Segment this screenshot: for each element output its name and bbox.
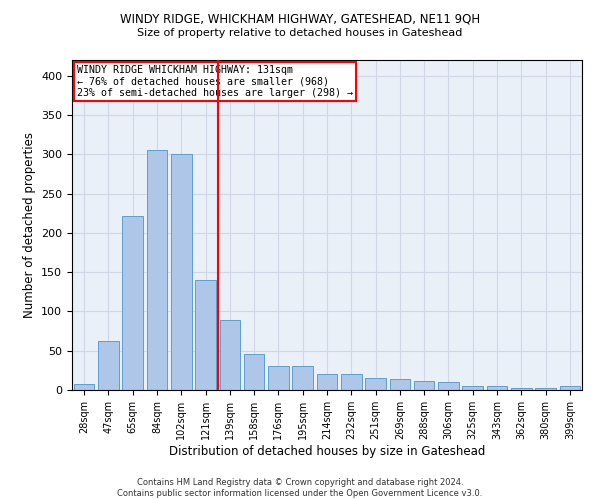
Bar: [292, 366, 313, 390]
Bar: [341, 374, 362, 390]
Y-axis label: Number of detached properties: Number of detached properties: [23, 132, 35, 318]
Bar: [268, 366, 289, 390]
Bar: [365, 378, 386, 390]
Bar: [560, 386, 580, 390]
Text: Contains HM Land Registry data © Crown copyright and database right 2024.
Contai: Contains HM Land Registry data © Crown c…: [118, 478, 482, 498]
Text: WINDY RIDGE, WHICKHAM HIGHWAY, GATESHEAD, NE11 9QH: WINDY RIDGE, WHICKHAM HIGHWAY, GATESHEAD…: [120, 12, 480, 26]
Bar: [74, 384, 94, 390]
Bar: [244, 354, 265, 390]
Bar: [414, 382, 434, 390]
Bar: [511, 388, 532, 390]
Bar: [487, 386, 508, 390]
Bar: [98, 340, 119, 390]
Bar: [171, 154, 191, 390]
Bar: [438, 382, 459, 390]
Text: WINDY RIDGE WHICKHAM HIGHWAY: 131sqm
← 76% of detached houses are smaller (968)
: WINDY RIDGE WHICKHAM HIGHWAY: 131sqm ← 7…: [77, 65, 353, 98]
X-axis label: Distribution of detached houses by size in Gateshead: Distribution of detached houses by size …: [169, 444, 485, 458]
Bar: [122, 216, 143, 390]
Bar: [195, 280, 216, 390]
Bar: [389, 379, 410, 390]
Bar: [463, 386, 483, 390]
Bar: [146, 150, 167, 390]
Text: Size of property relative to detached houses in Gateshead: Size of property relative to detached ho…: [137, 28, 463, 38]
Bar: [317, 374, 337, 390]
Bar: [220, 320, 240, 390]
Bar: [535, 388, 556, 390]
